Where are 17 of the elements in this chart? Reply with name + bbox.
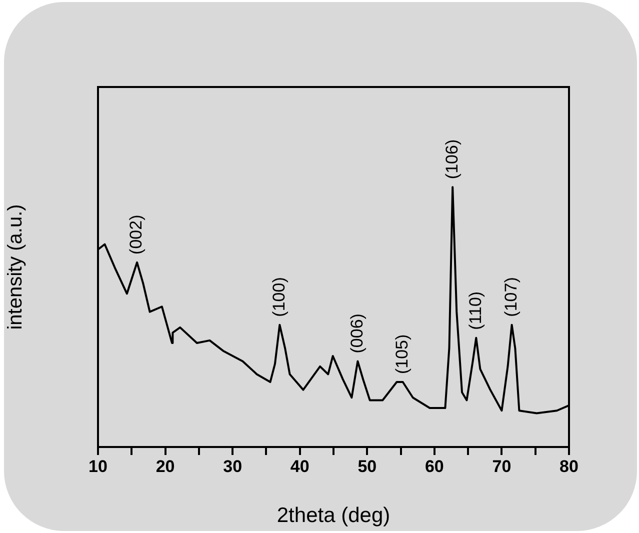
- x-tick-label: 70: [492, 456, 512, 476]
- annotation: (100): [269, 277, 288, 317]
- annotation: (106): [442, 139, 462, 180]
- y-axis-title: intensity (a.u.): [4, 204, 27, 330]
- annotation: (006): [347, 314, 366, 354]
- x-tick-label: 50: [358, 456, 377, 476]
- x-tick-label: 10: [88, 456, 108, 476]
- x-tick-label: 60: [424, 456, 444, 476]
- annotation: (110): [466, 291, 485, 330]
- x-tick-label: 40: [290, 456, 310, 476]
- x-tick-label: 80: [560, 456, 578, 476]
- annotation: (105): [392, 334, 412, 374]
- x-axis-title: 2theta (deg): [276, 504, 390, 528]
- annotation: (107): [501, 277, 520, 317]
- annotation: (002): [126, 214, 146, 254]
- x-tick-label: 30: [223, 456, 242, 476]
- x-tick-label: 20: [156, 456, 175, 476]
